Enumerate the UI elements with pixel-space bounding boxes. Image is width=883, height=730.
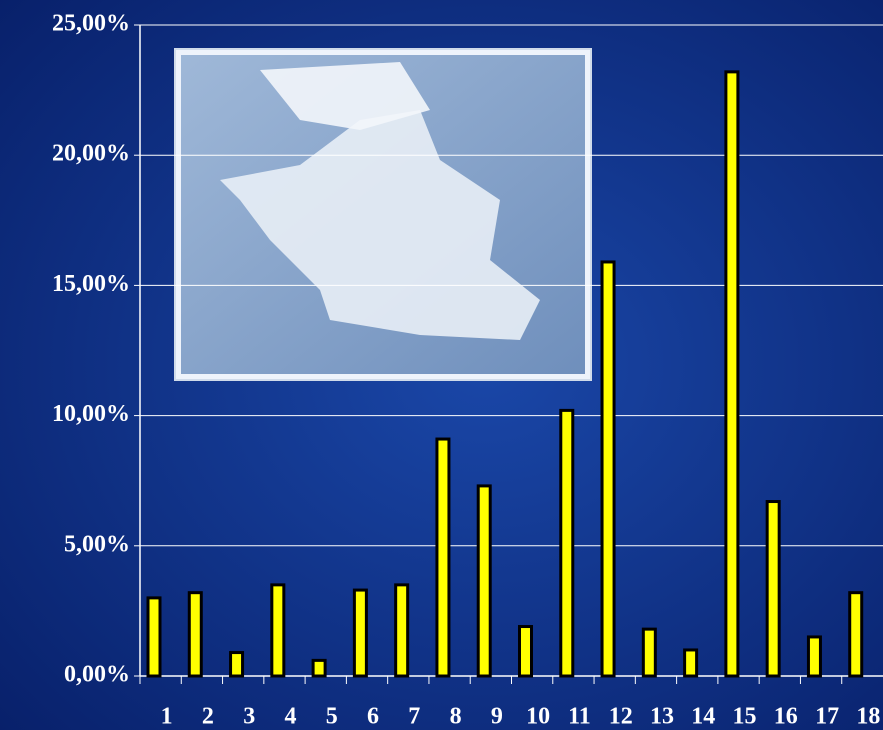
bar	[600, 260, 616, 678]
bar	[806, 635, 822, 678]
y-tick-label: 10,00%	[52, 401, 130, 427]
y-tick-label: 25,00%	[52, 11, 130, 37]
x-tick-label: 2	[202, 704, 214, 730]
bar	[352, 588, 368, 678]
bar	[270, 583, 286, 678]
y-tick-label: 0,00%	[64, 662, 130, 688]
y-tick-label: 15,00%	[52, 271, 130, 297]
x-tick-label: 15	[733, 704, 757, 730]
x-tick-label: 3	[243, 704, 255, 730]
x-tick-label: 18	[856, 704, 880, 730]
y-tick-label: 5,00%	[64, 531, 130, 557]
bar	[187, 591, 203, 678]
x-tick-label: 17	[815, 704, 839, 730]
x-tick-label: 10	[526, 704, 550, 730]
bar	[476, 484, 492, 678]
x-tick-label: 16	[774, 704, 798, 730]
x-tick-label: 6	[367, 704, 379, 730]
inset-photo	[174, 48, 592, 381]
x-tick-label: 12	[609, 704, 633, 730]
x-tick-label: 9	[491, 704, 503, 730]
bar	[394, 583, 410, 678]
x-tick-label: 7	[408, 704, 420, 730]
x-tick-label: 8	[450, 704, 462, 730]
bar	[641, 627, 657, 678]
bar	[848, 591, 864, 678]
bar	[229, 651, 245, 678]
bar	[435, 437, 451, 678]
x-tick-label: 13	[650, 704, 674, 730]
x-tick-label: 5	[326, 704, 338, 730]
bar	[683, 648, 699, 678]
x-tick-label: 14	[691, 704, 715, 730]
y-tick-label: 20,00%	[52, 141, 130, 167]
bar	[311, 658, 327, 678]
x-tick-label: 1	[161, 704, 173, 730]
x-tick-label: 4	[284, 704, 296, 730]
bar	[559, 408, 575, 678]
bar	[146, 596, 162, 678]
x-tick-label: 11	[568, 704, 591, 730]
bar	[765, 500, 781, 678]
bar	[518, 625, 533, 678]
bar	[724, 70, 740, 678]
